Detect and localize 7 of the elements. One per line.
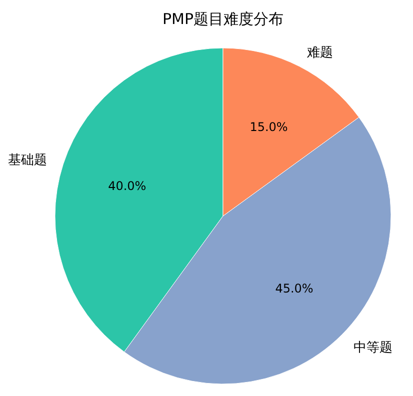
slice-label: 中等题 — [354, 340, 393, 356]
chart-title: PMP题目难度分布 — [162, 10, 284, 28]
data-label: 45.0% — [275, 281, 314, 296]
slice-label: 基础题 — [8, 152, 48, 168]
data-label: 40.0% — [108, 178, 146, 193]
slice-label: 难题 — [306, 45, 333, 60]
data-label: 15.0% — [250, 120, 288, 134]
